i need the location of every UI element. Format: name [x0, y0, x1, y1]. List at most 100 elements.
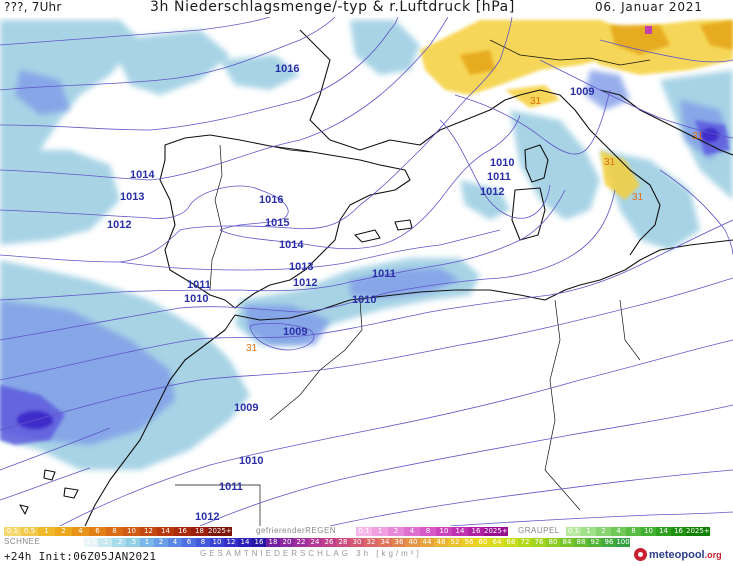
- legend-freezing-rain-swatch: 16: [468, 527, 484, 536]
- border-tunisia-libya: [619, 299, 641, 361]
- isobar-label: 1010: [490, 157, 514, 169]
- coastline-north-africa: [234, 239, 733, 321]
- border-morocco-algeria: [269, 299, 363, 421]
- legend-total-swatch: 6: [182, 538, 196, 547]
- header-bar: ???, 7Uhr 3h Niederschlagsmenge/-typ & r…: [0, 0, 733, 17]
- legend-total-swatch: 76: [532, 538, 546, 547]
- legend-snow-swatch: 10: [123, 527, 140, 536]
- border-algeria-tunisia: [544, 299, 581, 511]
- isobar-label: 1011: [187, 279, 211, 291]
- coastline-adriatic: [599, 89, 733, 156]
- legend-freezing-rain-swatch: 8: [420, 527, 436, 536]
- legend-graupel-swatch: 8: [626, 527, 641, 536]
- legend-total-swatch: 48: [434, 538, 448, 547]
- coastline-france: [299, 29, 521, 151]
- coastline-sardinia: [511, 187, 546, 241]
- isobar-label: 1009: [283, 326, 307, 338]
- border-portugal-spain: [209, 144, 223, 291]
- legend-snow-scale: 0.1 0.5 1 2 4 6 8 10 12 14 16 18 2025+: [4, 527, 232, 536]
- init-time-label: +24h Init:06Z05JAN2021: [4, 550, 157, 563]
- legend-graupel-title: GRAUPEL: [518, 526, 560, 535]
- convective-label: 31: [692, 131, 704, 142]
- legend-freezing-rain-swatch: 4: [404, 527, 420, 536]
- coastline-atlantic-africa: [84, 314, 236, 526]
- legend-snow-swatch: 16: [174, 527, 191, 536]
- legend-total-swatch: 30: [350, 538, 364, 547]
- isobar-label: 1011: [219, 481, 243, 493]
- border-alps: [489, 39, 651, 66]
- legend-total-swatch: 2: [154, 538, 168, 547]
- legend-total-swatch: 68: [504, 538, 518, 547]
- snow-dark-areas: [460, 20, 733, 75]
- isobar-label: 1009: [570, 86, 594, 98]
- legend-snow-swatch: 0.5: [21, 527, 38, 536]
- legend-total-swatch: 84: [560, 538, 574, 547]
- legend-total-swatch: 40: [406, 538, 420, 547]
- legend-total-swatch: 0.1: [84, 538, 98, 547]
- legend-total-swatch: 64: [490, 538, 504, 547]
- legend-graupel-swatch: 16: [671, 527, 686, 536]
- legend-snow-swatch: 8: [106, 527, 123, 536]
- isobar-label: 1012: [480, 186, 504, 198]
- legend-total-swatch: 1: [140, 538, 154, 547]
- legend-total-swatch: 22: [294, 538, 308, 547]
- forecast-date: 06. Januar 2021: [595, 0, 703, 14]
- legend-snow-swatch: 4: [72, 527, 89, 536]
- isobar-label: 1016: [259, 194, 283, 206]
- legend-panel: 0.1 0.5 1 2 4 6 8 10 12 14 16 18 2025+ SCHNEE gefrie…: [0, 526, 733, 566]
- convective-labels: 31 31 31 31 31: [246, 96, 704, 354]
- isobar-label: 1013: [120, 191, 144, 203]
- legend-freezing-rain-swatch: 1: [372, 527, 388, 536]
- isobar-label: 1009: [234, 402, 258, 414]
- legend-total-swatch: 18: [266, 538, 280, 547]
- legend-total-swatch: 28: [336, 538, 350, 547]
- isobar-layer: [0, 17, 733, 526]
- precip-medium-areas: [0, 70, 730, 445]
- isobar-label: 1010: [239, 455, 263, 467]
- legend-total-swatch: 32: [364, 538, 378, 547]
- isobar-label: 1011: [487, 171, 511, 183]
- legend-graupel-swatch: 0.1: [566, 527, 581, 536]
- legend-snow-swatch: 12: [140, 527, 157, 536]
- legend-total-swatch: 72: [518, 538, 532, 547]
- legend-total-swatch: 14: [238, 538, 252, 547]
- legend-graupel-swatch: 14: [656, 527, 671, 536]
- border-western-sahara: [175, 484, 261, 526]
- meteopool-logo[interactable]: meteopool .org: [634, 548, 722, 561]
- legend-total-swatch: 10: [210, 538, 224, 547]
- isobar-label: 1011: [372, 268, 396, 280]
- legend-total-swatch: 52: [448, 538, 462, 547]
- legend-freezing-rain-title: gefrierenderREGEN: [256, 526, 337, 535]
- forecast-day-label: ???, 7Uhr: [4, 0, 62, 14]
- legend-freezing-rain-swatch: 2: [388, 527, 404, 536]
- isobar-label: 1012: [195, 511, 219, 523]
- border-layer: [175, 39, 651, 526]
- meteopool-logo-tld: .org: [704, 549, 722, 560]
- legend-snow-swatch: 14: [157, 527, 174, 536]
- legend-total-swatch: 96: [602, 538, 616, 547]
- legend-total-swatch: 36: [392, 538, 406, 547]
- legend-total-swatch: 12: [224, 538, 238, 547]
- convective-label: 31: [604, 157, 616, 168]
- map-title: 3h Niederschlagsmenge/-typ & r.Luftdruck…: [150, 0, 515, 15]
- legend-total-swatch: 100: [616, 538, 630, 547]
- meteopool-logo-icon: [634, 548, 647, 561]
- legend-snow-swatch: 1: [38, 527, 55, 536]
- legend-snow-swatch: 2: [55, 527, 72, 536]
- isobar-label: 1013: [289, 261, 313, 273]
- legend-graupel-swatch: 10: [641, 527, 656, 536]
- legend-freezing-rain-swatch: 2025+: [484, 527, 508, 536]
- legend-graupel-swatch: 2025+: [686, 527, 710, 536]
- legend-graupel-swatch: 4: [611, 527, 626, 536]
- legend-total-swatch: 16: [252, 538, 266, 547]
- legend-total-scale: 0.1.1.2.5 1 2 4 6 8 10 12 14 16 18 20 22 24 26 28 30 32 34…: [84, 538, 630, 547]
- convective-label: 31: [530, 96, 542, 107]
- legend-snow-swatch: 18: [191, 527, 208, 536]
- border-spain-france: [269, 145, 311, 153]
- legend-freezing-rain-swatch: 10: [436, 527, 452, 536]
- legend-total-swatch: 8: [196, 538, 210, 547]
- legend-total-swatch: 24: [308, 538, 322, 547]
- isobar-label: 1010: [184, 293, 208, 305]
- precipitation-map[interactable]: 1016 1014 1013 1012 1016 1015 1014 1013 …: [0, 17, 733, 526]
- legend-snow-swatch: 2025+: [208, 527, 232, 536]
